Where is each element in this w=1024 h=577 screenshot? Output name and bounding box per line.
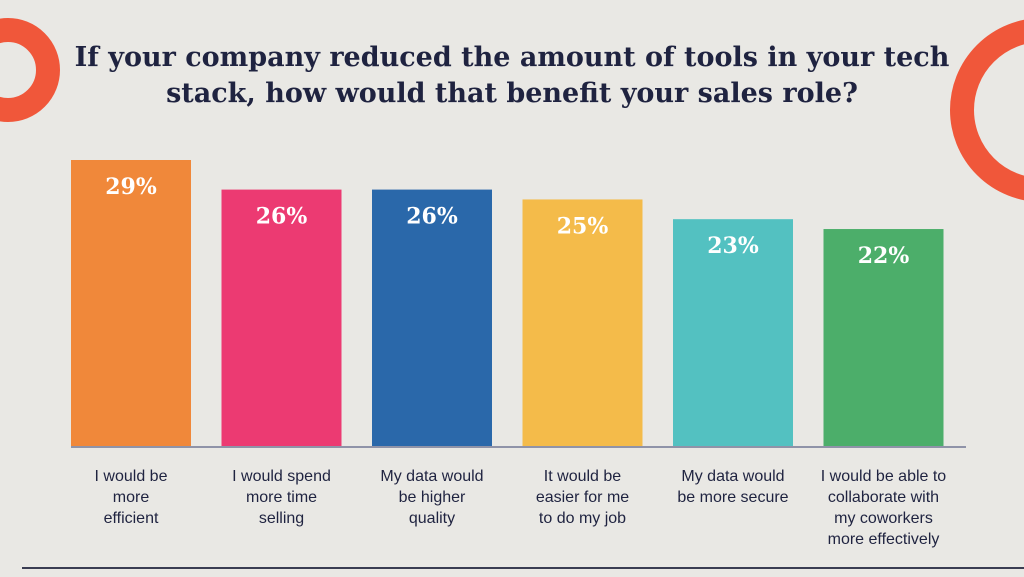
x-tick-label-line: more effectively: [827, 531, 940, 548]
x-tick-label-line: My data would: [681, 468, 785, 485]
bar-value-label: 25%: [557, 213, 609, 239]
bottom-rule: [22, 567, 1024, 569]
bar-value-label: 26%: [256, 204, 308, 230]
x-tick-label-line: I would spend: [232, 468, 331, 485]
x-tick-label-line: It would be: [543, 468, 622, 485]
x-tick-label-line: quality: [408, 510, 456, 527]
bar-1: [71, 160, 191, 446]
bar-6: [823, 229, 944, 446]
x-tick-label-line: to do my job: [538, 510, 627, 527]
bar-3: [372, 189, 492, 446]
bar-value-label: 29%: [105, 174, 157, 200]
x-tick-label: It would be easier for me to do my job: [513, 466, 653, 529]
bar-5: [673, 219, 793, 446]
x-tick-label-line: my coworkers: [834, 510, 933, 527]
x-tick-label-line: more: [112, 489, 150, 506]
chart-title-line-2: stack, how would that benefit your sales…: [166, 78, 858, 109]
x-tick-label: I would spend more time selling: [212, 466, 352, 529]
chart-title: If your company reduced the amount of to…: [60, 40, 964, 112]
x-tick-label-line: collaborate with: [827, 489, 940, 506]
x-tick-label-line: be higher: [398, 489, 466, 506]
x-tick-label-line: be more secure: [677, 489, 789, 506]
chart-title-line-1: If your company reduced the amount of to…: [74, 42, 950, 73]
x-tick-label-line: My data would: [380, 468, 484, 485]
bar-value-label: 23%: [707, 233, 759, 259]
x-tick-label: I would be more efficient: [61, 466, 201, 529]
bar-value-label: 26%: [406, 204, 458, 230]
x-tick-label: I would be able to collaborate with my cow…: [814, 466, 954, 550]
x-tick-label-line: selling: [258, 510, 305, 527]
bar-value-label: 22%: [858, 243, 910, 269]
x-tick-label-line: I would be able to: [820, 468, 947, 485]
x-tick-label-line: efficient: [103, 510, 159, 527]
bar-4: [522, 199, 643, 446]
x-tick-label: My data would be more secure: [663, 466, 803, 508]
x-tick-label: My data would be higher quality: [362, 466, 502, 529]
x-tick-label-line: more time: [245, 489, 318, 506]
bar-2: [221, 189, 342, 446]
x-tick-label-line: I would be: [94, 468, 168, 485]
x-tick-label-line: easier for me: [535, 489, 630, 506]
